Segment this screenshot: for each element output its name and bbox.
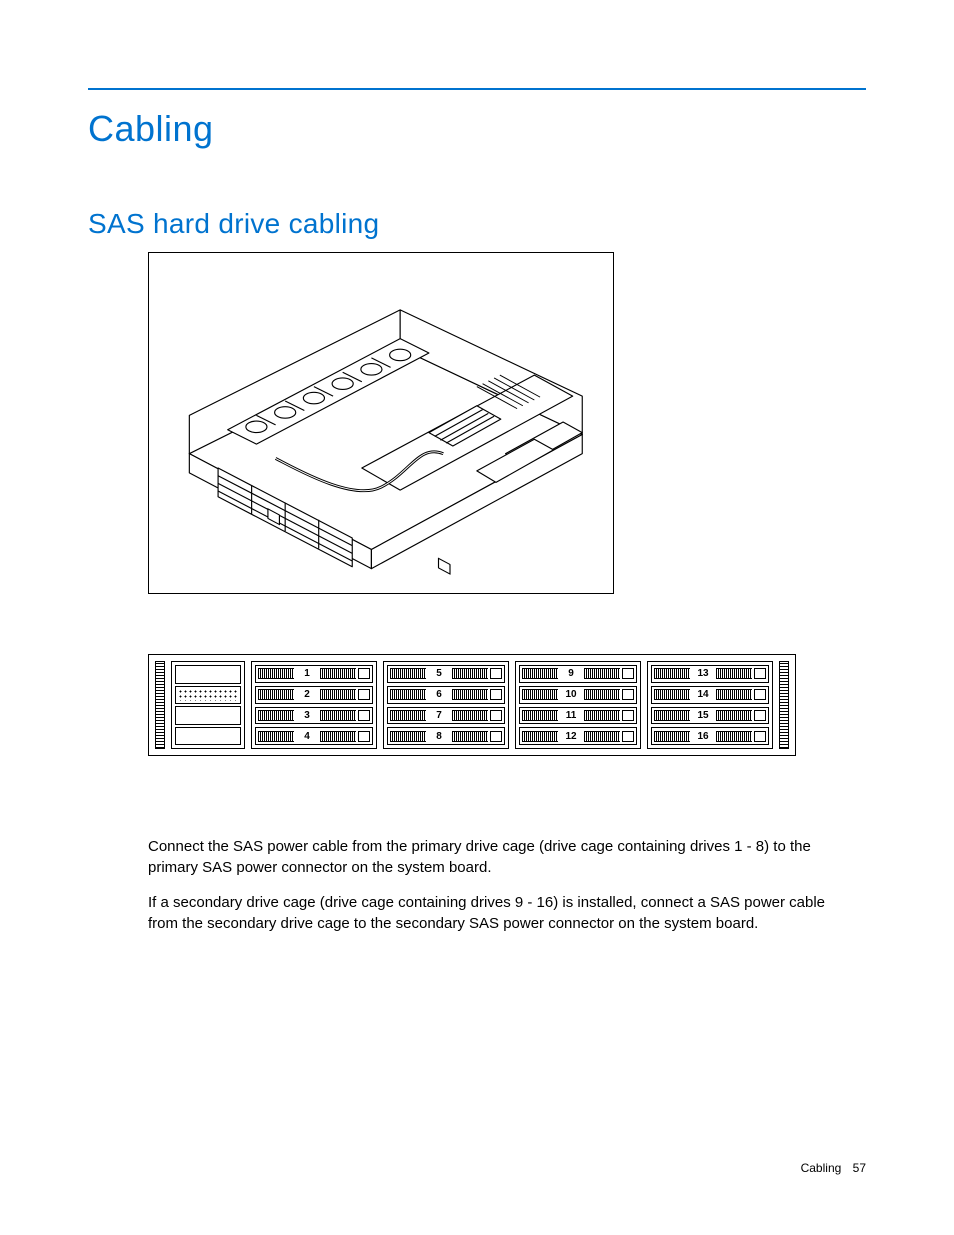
drive-bay: 4 (255, 727, 373, 745)
fp-ctrl-row (175, 706, 241, 725)
drive-bay: 6 (387, 686, 505, 704)
footer-section: Cabling (801, 1161, 842, 1175)
drive-bay: 2 (255, 686, 373, 704)
fp-ctrl-row (175, 665, 241, 684)
drive-bay: 14 (651, 686, 769, 704)
drive-bay: 9 (519, 665, 637, 683)
fp-ctrl-row (175, 727, 241, 746)
page-title: Cabling (88, 108, 866, 150)
body-paragraph-0: Connect the SAS power cable from the pri… (148, 836, 848, 878)
fp-left-ear (155, 661, 165, 749)
fp-ctrl-row (175, 686, 241, 705)
front-panel-layout: 1 2 3 4 5 6 7 8 9 10 11 12 13 14 15 16 (155, 661, 789, 749)
header-rule (88, 88, 866, 90)
drive-bay: 11 (519, 707, 637, 725)
chassis-svg (158, 262, 604, 584)
drive-bay: 3 (255, 707, 373, 725)
section-title: SAS hard drive cabling (88, 208, 866, 240)
fp-right-ear (779, 661, 789, 749)
drive-bay: 16 (651, 727, 769, 745)
body-paragraph-1: If a secondary drive cage (drive cage co… (148, 892, 848, 934)
figure-isometric-chassis (148, 252, 614, 594)
drive-bay: 1 (255, 665, 373, 683)
fp-drive-col-0: 1 2 3 4 (251, 661, 377, 749)
drive-bay: 10 (519, 686, 637, 704)
fp-control-panel (171, 661, 245, 749)
drive-bay: 15 (651, 707, 769, 725)
page-footer: Cabling 57 (801, 1161, 866, 1175)
fp-drive-col-3: 13 14 15 16 (647, 661, 773, 749)
footer-page-number: 57 (853, 1161, 866, 1175)
drive-bay: 7 (387, 707, 505, 725)
fp-drive-col-1: 5 6 7 8 (383, 661, 509, 749)
drive-bay: 5 (387, 665, 505, 683)
fp-drive-col-2: 9 10 11 12 (515, 661, 641, 749)
drive-bay: 12 (519, 727, 637, 745)
figure-front-panel: 1 2 3 4 5 6 7 8 9 10 11 12 13 14 15 16 (148, 654, 796, 756)
drive-bay: 8 (387, 727, 505, 745)
drive-bay: 13 (651, 665, 769, 683)
